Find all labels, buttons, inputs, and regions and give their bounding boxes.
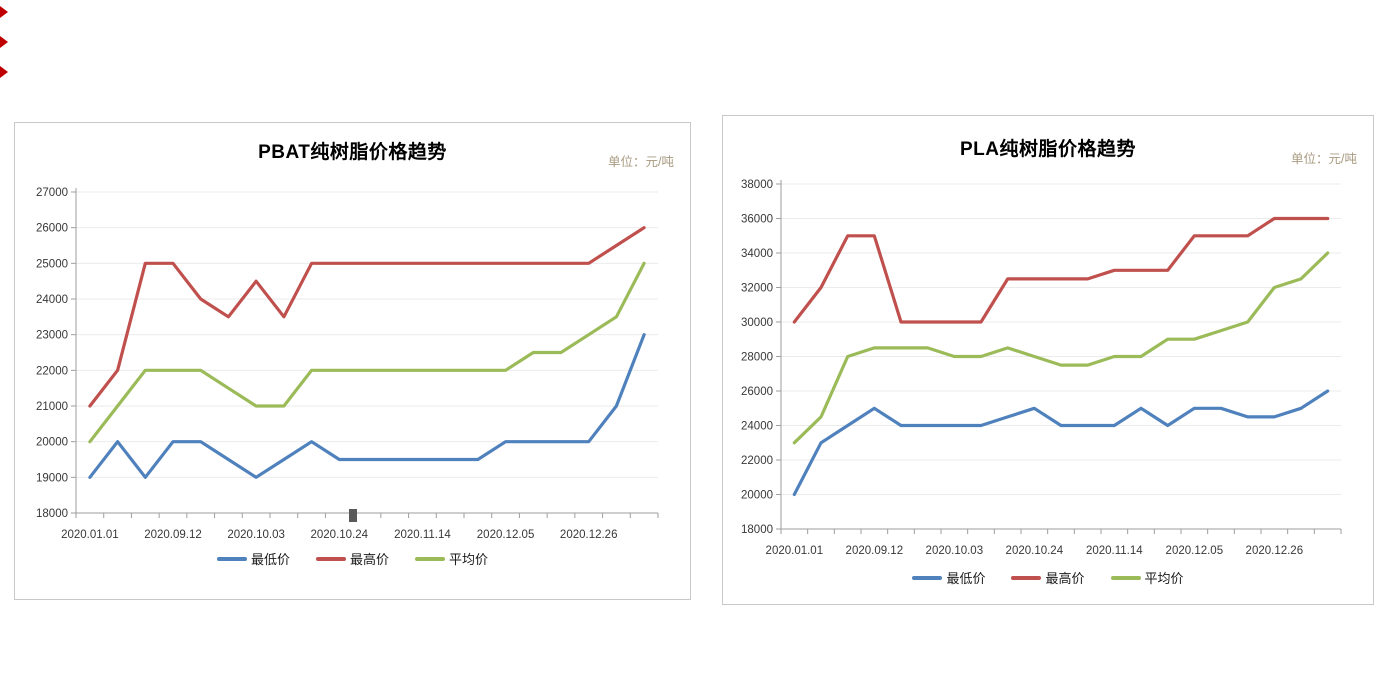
lowest-price-line [792, 389, 1330, 497]
pla-chart-panel: PLA纯树脂价格趋势 单位：元/吨 18000 20000 22000 24000 26… [722, 115, 1374, 605]
y-axis-tick-label: 24000 [741, 421, 773, 433]
x-axis-tick-label: 2020.10.03 [926, 545, 984, 557]
highest-price-line [88, 226, 646, 408]
pla-unit-label: 单位：元/吨 [1291, 152, 1357, 166]
x-axis-tick-label: 2020.12.26 [560, 529, 618, 541]
y-axis-tick-label: 21000 [36, 401, 68, 413]
legend-label: 平均价 [1144, 571, 1184, 586]
y-axis-tick-label: 26000 [741, 386, 773, 398]
x-axis-tick-label: 2020.10.03 [227, 529, 285, 541]
pbat-legend: 最低价 最高价 平均价 [15, 549, 690, 568]
y-axis-tick-label: 25000 [36, 258, 68, 270]
legend-label: 最高价 [1045, 571, 1085, 586]
legend-item-highest-price: 最高价 [1011, 568, 1085, 587]
average-price-swatch [415, 556, 445, 561]
legend-label: 最高价 [349, 552, 389, 567]
y-axis-tick-label: 36000 [741, 214, 773, 226]
highest-price-swatch [315, 556, 346, 561]
red-edge-marker [0, 36, 8, 48]
y-axis-tick-label: 23000 [36, 330, 68, 342]
legend-item-lowest-price: 最低价 [912, 568, 985, 587]
y-axis-tick-label: 28000 [741, 352, 773, 364]
average-price-line [792, 251, 1330, 445]
y-axis-tick-label: 18000 [36, 508, 68, 520]
x-axis-tick-label: 2020.01.01 [61, 529, 119, 541]
y-axis-tick-label: 18000 [741, 524, 773, 536]
highest-price-swatch [1011, 575, 1042, 580]
pbat-unit-label: 单位：元/吨 [608, 155, 674, 169]
legend-label: 平均价 [449, 552, 489, 567]
y-axis-tick-label: 20000 [36, 437, 68, 449]
x-axis-tick-label: 2020.10.24 [311, 529, 369, 541]
y-axis-tick-label: 24000 [36, 294, 68, 306]
x-axis-tick-label: 2020.11.14 [1086, 545, 1143, 557]
pbat-chart-panel: PBAT纯树脂价格趋势 单位：元/吨 18000 19000 20000 21000 2… [14, 122, 691, 600]
average-price-line [88, 261, 646, 444]
y-axis-tick-label: 34000 [741, 248, 773, 260]
lowest-price-swatch [912, 575, 943, 580]
pla-legend: 最低价 最高价 平均价 [723, 568, 1373, 587]
x-axis-tick-label: 2020.01.01 [766, 545, 824, 557]
legend-item-highest-price: 最高价 [315, 549, 389, 568]
y-axis-tick-label: 19000 [36, 472, 68, 484]
x-axis-tick-label: 2020.11.14 [394, 529, 451, 541]
lowest-price-line [88, 333, 646, 479]
x-axis-tick-label: 2020.12.26 [1246, 545, 1304, 557]
x-axis-tick-label: 2020.12.05 [1166, 545, 1224, 557]
red-edge-marker [0, 66, 8, 78]
x-axis-tick-label: 2020.12.05 [477, 529, 535, 541]
x-axis-tick-label: 2020.09.12 [846, 545, 904, 557]
legend-label: 最低价 [946, 571, 986, 586]
highest-price-line [792, 216, 1330, 324]
lowest-price-swatch [216, 556, 247, 561]
legend-item-lowest-price: 最低价 [216, 549, 290, 568]
pbat-price-line-chart[interactable]: 18000 19000 20000 21000 22000 23000 24000 25000… [15, 123, 692, 601]
legend-item-average-price: 平均价 [1110, 568, 1184, 587]
y-axis-tick-label: 22000 [741, 455, 773, 467]
cursor-artifact [349, 509, 357, 522]
x-axis-tick-label: 2020.09.12 [144, 529, 202, 541]
average-price-swatch [1110, 575, 1141, 580]
legend-label: 最低价 [250, 552, 290, 567]
y-axis-tick-label: 27000 [36, 187, 68, 199]
y-axis-tick-label: 32000 [741, 283, 773, 295]
pla-price-line-chart[interactable]: 18000 20000 22000 24000 26000 28000 30000 32000… [723, 116, 1375, 606]
y-axis-tick-label: 38000 [741, 179, 773, 191]
red-edge-marker [0, 6, 8, 18]
y-axis-tick-label: 30000 [741, 317, 773, 329]
pla-chart-title: PLA纯树脂价格趋势 [959, 139, 1136, 160]
pbat-chart-title: PBAT纯树脂价格趋势 [258, 142, 447, 163]
y-axis-tick-label: 22000 [36, 365, 68, 377]
y-axis-tick-label: 20000 [741, 490, 773, 502]
y-axis-tick-label: 26000 [36, 223, 68, 235]
x-axis-tick-label: 2020.10.24 [1006, 545, 1064, 557]
legend-item-average-price: 平均价 [415, 549, 488, 568]
